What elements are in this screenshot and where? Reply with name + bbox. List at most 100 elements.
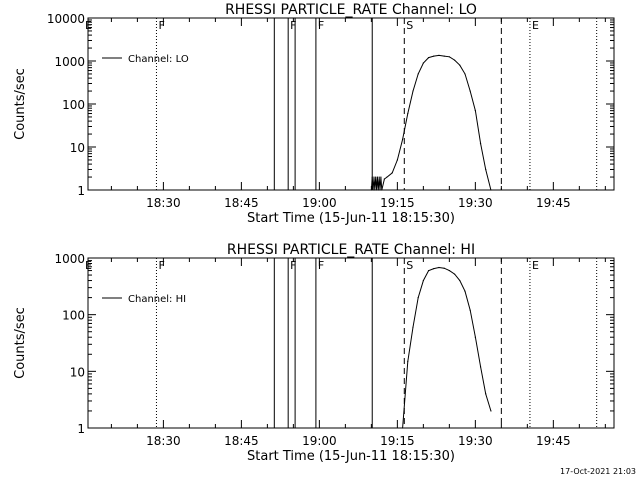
x-tick-label: 19:00 [302,434,337,448]
data-point [401,138,404,141]
data-point [464,290,466,292]
data-point [379,189,381,191]
y-tick-label: 100 [62,98,85,112]
data-point [377,189,379,191]
x-tick-label: 19:00 [302,196,337,210]
data-point [380,176,382,178]
y-tick-label: 1 [77,422,85,436]
data-point [381,189,383,191]
event-flag-label: F [158,259,164,272]
timestamp-stamp: 17-Oct-2021 21:03 [560,467,636,476]
x-axis-label: Start Time (15-Jun-11 18:15:30) [247,211,455,226]
plot-frame [87,257,615,429]
data-point [438,266,440,269]
data-point [443,267,445,269]
y-tick-label: 1000 [54,252,85,266]
x-tick-label: 18:30 [146,196,181,210]
data-point [378,176,380,178]
data-point [448,56,450,58]
data-point [407,360,409,362]
plot-frame [87,17,615,191]
data-point [371,176,373,178]
event-flag-label: E [85,259,92,272]
data-point [474,110,476,112]
chart-panel-2: RHESSI PARTICLE_RATE Channel: HI 1 10 100 10… [13,242,615,464]
event-flag-label: F [318,259,324,272]
data-point [433,268,435,270]
event-flag-label: S [406,19,413,32]
data-point [407,112,409,115]
event-flag-label: F [290,19,296,32]
data-point [370,189,372,191]
data-point [490,410,492,412]
y-tick-label: 10000 [47,12,85,26]
x-tick-label: 19:45 [536,196,571,210]
data-point [453,273,456,275]
data-point [427,269,430,272]
event-flag-label: E [532,19,539,32]
data-point [448,269,450,272]
data-point [469,309,471,311]
data-point [412,90,414,92]
data-point [373,176,375,178]
data-point [376,176,379,178]
data-point [490,189,492,191]
x-tick-label: 19:45 [536,434,571,448]
event-flag-label: E [532,259,539,272]
data-point [469,90,471,92]
x-tick-label: 19:30 [458,196,493,210]
data-point [474,336,476,338]
data-point [438,54,440,56]
data-point [485,168,487,171]
data-point [485,393,487,395]
data-point [372,189,374,191]
x-tick-label: 18:45 [224,434,259,448]
data-point [427,56,430,59]
data-point [459,279,461,282]
legend-label: Channel: HI [128,294,186,305]
data-point [375,176,377,178]
data-point [479,142,482,145]
data-point [383,178,385,180]
series-line [402,266,492,429]
data-point [391,172,393,174]
x-tick-label: 18:45 [224,196,259,210]
chart-title: RHESSI PARTICLE_RATE Channel: LO [225,2,477,18]
data-point [374,189,376,191]
y-tick-label: 100 [62,309,85,323]
y-tick-label: 1 [77,184,85,198]
data-point [479,366,482,368]
x-tick-label: 19:15 [380,196,415,210]
event-flag-label: F [158,19,164,32]
event-flag-label: F [318,19,324,32]
data-point [433,55,435,57]
event-flag-label: F [290,259,296,272]
y-tick-label: 10 [70,365,85,379]
y-axis-label: Counts/sec [13,68,28,140]
data-point [464,73,466,75]
y-axis-label: Counts/sec [13,307,28,379]
x-tick-label: 19:15 [380,434,415,448]
x-tick-label: 18:30 [146,434,181,448]
series-line [370,54,492,191]
y-tick-label: 1000 [54,55,85,69]
data-point [417,297,419,299]
data-point [417,73,419,75]
chart-title: RHESSI PARTICLE_RATE Channel: HI [227,242,475,258]
x-axis-label: Start Time (15-Jun-11 18:15:30) [247,449,455,464]
data-point [443,55,445,57]
data-point [453,59,456,61]
data-point [422,279,424,282]
data-point [375,189,378,191]
legend-label: Channel: LO [128,54,189,65]
y-tick-label: 10 [70,141,85,155]
data-point [459,64,461,66]
data-point [386,176,388,178]
event-flag-label: E [85,19,92,32]
data-point [422,62,424,64]
data-point [401,427,404,429]
event-flag-label: S [406,259,413,272]
x-tick-label: 19:30 [458,434,493,448]
data-point [396,159,398,161]
